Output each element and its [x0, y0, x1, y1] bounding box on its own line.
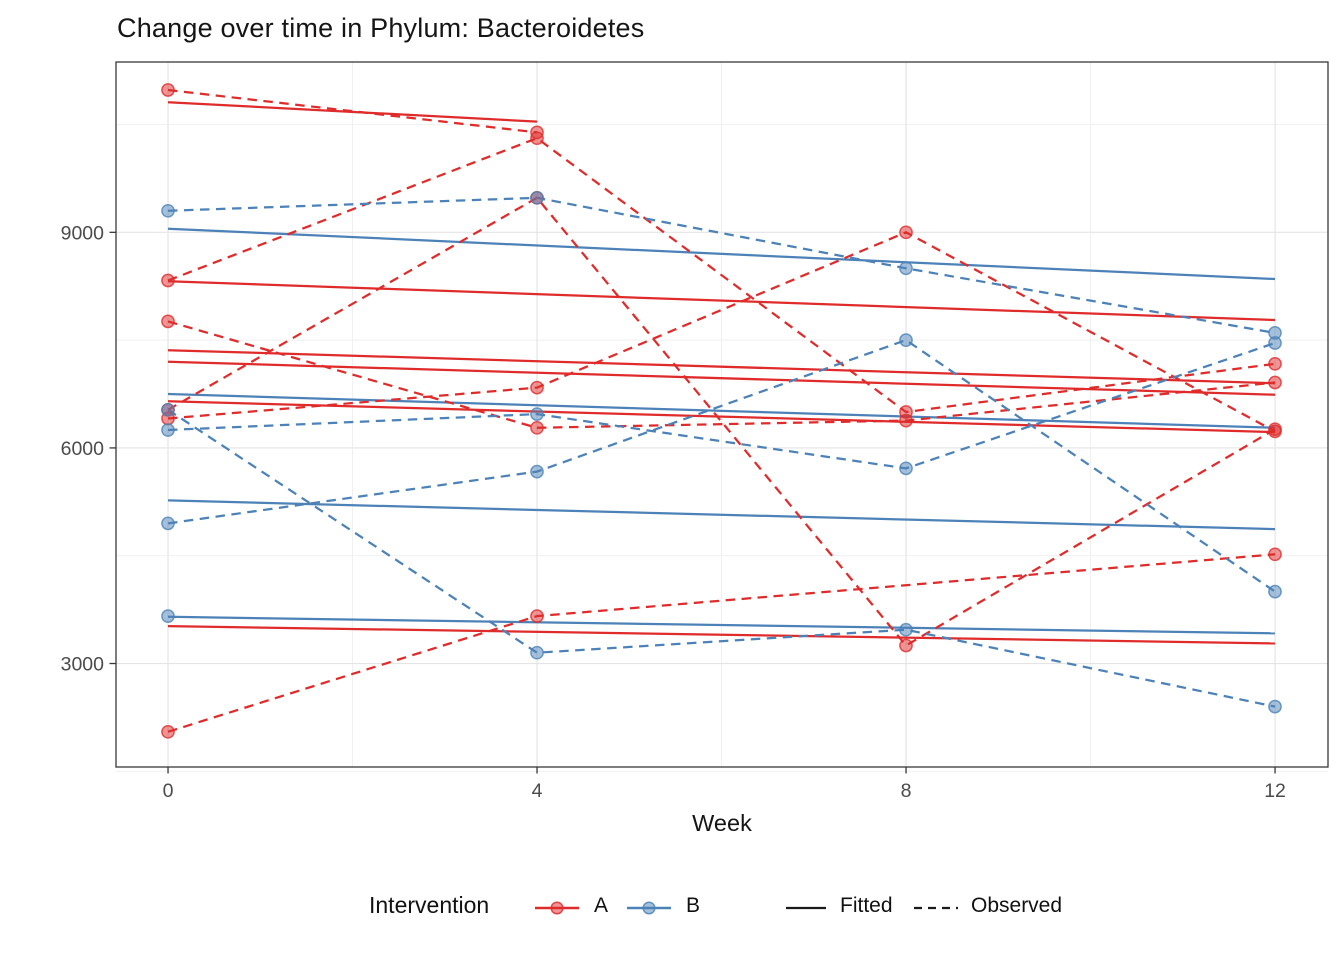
data-point-A2	[161, 273, 175, 288]
data-point-A1	[161, 83, 175, 97]
data-point-A5	[161, 314, 175, 329]
x-tick-label: 4	[532, 780, 543, 802]
legend-title: Intervention	[369, 892, 490, 918]
data-point-B5	[161, 609, 175, 623]
legend-label-a: A	[594, 894, 609, 917]
chart-title: Change over time in Phylum: Bacteroidete…	[117, 13, 645, 43]
data-point-B2	[530, 407, 544, 421]
observed-line-A2	[167, 136, 1276, 414]
data-point-B1	[530, 190, 544, 205]
y-tick-label: 3000	[61, 654, 105, 676]
data-point-B3	[161, 516, 175, 531]
data-point-A6	[530, 609, 544, 623]
legend: Intervention A B Fitted Observed	[0, 889, 1344, 927]
data-point-B4	[530, 645, 544, 660]
data-point-A4	[530, 380, 544, 395]
data-point-A3	[899, 638, 913, 653]
observed-line-B3	[167, 338, 1276, 593]
legend-label-observed: Observed	[971, 894, 1063, 917]
data-point-A4	[899, 225, 913, 240]
data-point-B3	[899, 333, 913, 347]
data-point-A4	[1268, 424, 1282, 439]
data-point-A5	[899, 413, 913, 428]
observed-line-B1	[167, 196, 1276, 335]
x-tick-label: 12	[1264, 780, 1286, 802]
fitted-line-B4	[167, 615, 1276, 635]
fitted-line-A4	[167, 349, 1276, 385]
data-point-A2	[530, 131, 544, 146]
legend-key-b-icon	[627, 901, 671, 915]
data-point-A6	[1268, 547, 1282, 562]
data-point-B3	[530, 464, 544, 479]
x-tick-label: 8	[901, 780, 912, 802]
x-axis-title: Week	[692, 810, 752, 836]
observed-line-A1	[167, 88, 538, 134]
legend-key-observed-icon	[914, 906, 958, 910]
legend-label-b: B	[686, 894, 701, 917]
data-point-B3	[1268, 584, 1282, 599]
fitted-line-A3	[167, 400, 1276, 434]
y-tick-label: 6000	[61, 438, 105, 460]
observed-line-B2	[167, 341, 1276, 470]
observed-line-B4	[167, 408, 1276, 708]
data-point-B2	[161, 423, 175, 437]
data-point-B2	[899, 461, 913, 476]
fitted-line-A2	[167, 280, 1276, 322]
y-tick-label: 9000	[61, 222, 105, 244]
legend-key-fitted-icon	[786, 906, 826, 910]
fitted-line-B1	[167, 227, 1276, 281]
data-point-B4	[899, 622, 913, 637]
data-point-A6	[161, 724, 175, 739]
data-point-A5	[530, 420, 544, 435]
fitted-line-B2	[167, 392, 1276, 429]
data-point-B4	[1268, 699, 1282, 714]
data-point-A5	[1268, 375, 1282, 390]
fitted-line-A5	[167, 360, 1276, 396]
line-chart-canvas: 0 4 8 12 3000 6000 9000	[61, 61, 1329, 802]
data-point-A2	[1268, 356, 1282, 371]
x-tick-label: 0	[163, 780, 174, 802]
data-point-B4	[161, 402, 175, 417]
data-point-B1	[899, 261, 913, 276]
panel-background	[116, 62, 1328, 767]
fitted-line-A6	[167, 624, 1276, 645]
data-point-B2	[1268, 336, 1282, 350]
observed-line-A4	[167, 231, 1276, 433]
legend-label-fitted: Fitted	[840, 894, 893, 917]
fitted-line-B3	[167, 499, 1276, 531]
observed-line-A5	[167, 320, 1276, 429]
data-point-B1	[161, 203, 175, 218]
fitted-line-A1	[167, 101, 538, 123]
observed-line-A3	[167, 196, 1276, 647]
panel-border	[115, 61, 1329, 768]
legend-key-a-icon	[535, 901, 579, 915]
